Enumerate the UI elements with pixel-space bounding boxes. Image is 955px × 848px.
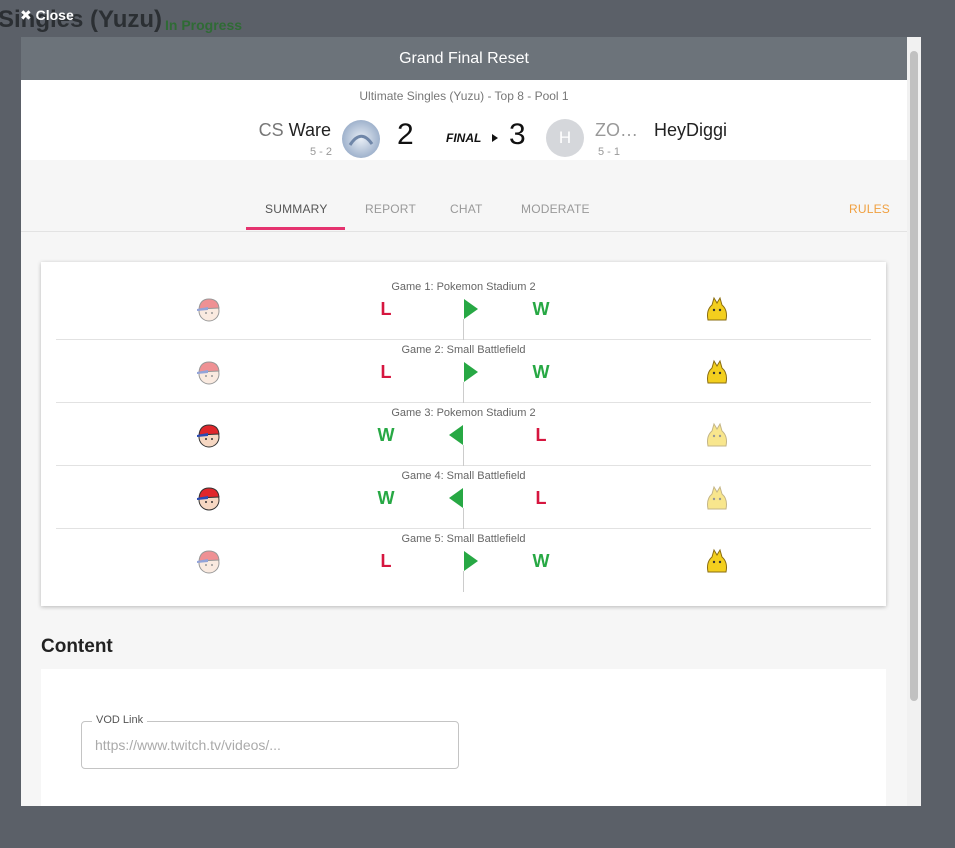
character-icon-right <box>707 548 727 573</box>
divider <box>463 571 464 592</box>
character-icon-left <box>197 487 220 511</box>
game-label: Game 1: Pokemon Stadium 2 <box>391 281 536 293</box>
right-result: W <box>532 299 550 319</box>
modal: Grand Final Reset Ultimate Singles (Yuzu… <box>21 37 921 806</box>
game-row: Game 1: Pokemon Stadium 2 L W <box>56 277 871 340</box>
left-result: W <box>377 488 395 508</box>
tab-bar: SUMMARY REPORT CHAT MODERATE RULES <box>21 160 907 232</box>
player2-score: 3 <box>509 118 526 151</box>
left-result: W <box>377 425 395 445</box>
match-header: Ultimate Singles (Yuzu) - Top 8 - Pool 1… <box>21 80 907 160</box>
divider <box>463 382 464 403</box>
character-icon-left <box>197 424 220 448</box>
player2[interactable]: ZO… HeyDiggi <box>595 120 727 141</box>
tab[interactable]: REPORT <box>365 202 416 216</box>
vod-placeholder: https://www.twitch.tv/videos/... <box>95 737 281 753</box>
character-icon-right <box>707 485 727 510</box>
round: FINAL <box>446 131 482 145</box>
background-status: In Progress <box>165 17 243 33</box>
right-result: L <box>535 488 547 508</box>
right-result: W <box>532 362 550 382</box>
game-label: Game 3: Pokemon Stadium 2 <box>391 407 536 419</box>
vod-label: VOD Link <box>92 714 148 726</box>
player2-name: HeyDiggi <box>654 120 728 140</box>
subtitle: Ultimate Singles (Yuzu) - Top 8 - Pool 1 <box>359 89 569 103</box>
game-winner-arrow <box>464 362 478 382</box>
divider <box>463 319 464 340</box>
player1-score: 2 <box>397 118 414 151</box>
player1-name: Ware <box>288 120 331 140</box>
player2-prefix: ZO… <box>595 120 638 140</box>
right-result: W <box>532 551 550 571</box>
character-icon-left <box>197 550 220 574</box>
player2-record: 5 - 1 <box>598 146 621 158</box>
game-label: Game 2: Small Battlefield <box>401 344 526 356</box>
tab[interactable]: MODERATE <box>521 202 590 216</box>
close-button[interactable]: ✖ Close <box>20 7 74 23</box>
game-winner-arrow <box>464 299 478 319</box>
active-tab-indicator <box>246 227 345 230</box>
divider <box>463 445 464 466</box>
player1-prefix: CS <box>258 120 284 140</box>
background-title: Singles (Yuzu) <box>0 6 163 33</box>
content-heading: Content <box>41 636 113 657</box>
close-label: Close <box>35 7 74 23</box>
game-row: Game 5: Small Battlefield L W <box>56 529 871 592</box>
left-result: L <box>380 551 392 571</box>
game-winner-arrow <box>449 488 463 508</box>
player1-record: 5 - 2 <box>310 146 333 158</box>
games-card: Game 1: Pokemon Stadium 2 L W Game 2: Small… <box>41 262 886 606</box>
game-row: Game 2: Small Battlefield L W <box>56 340 871 403</box>
player2-avatar: H <box>546 119 584 157</box>
game-winner-arrow <box>464 551 478 571</box>
character-icon-right <box>707 296 727 321</box>
game-winner-arrow <box>449 425 463 445</box>
scrollbar[interactable] <box>907 37 921 806</box>
player1-avatar <box>342 120 380 158</box>
vod-input[interactable]: VOD Link https://www.twitch.tv/videos/..… <box>81 714 459 769</box>
player1[interactable]: CS Ware <box>259 120 331 141</box>
modal-title: Grand Final Reset <box>21 37 907 80</box>
game-row: Game 4: Small Battlefield W L <box>56 466 871 529</box>
tab[interactable]: SUMMARY <box>265 202 328 216</box>
character-icon-left <box>197 298 220 322</box>
character-icon-left <box>197 361 220 385</box>
character-icon-right <box>707 359 727 384</box>
tab[interactable]: CHAT <box>450 202 483 216</box>
left-result: L <box>380 299 392 319</box>
game-label: Game 5: Small Battlefield <box>401 533 526 545</box>
winner-arrow <box>492 134 498 142</box>
content-box: VOD Link https://www.twitch.tv/videos/..… <box>41 669 886 806</box>
scroll-thumb[interactable] <box>910 51 918 701</box>
left-result: L <box>380 362 392 382</box>
character-icon-right <box>707 422 727 447</box>
rules-tab[interactable]: RULES <box>849 202 891 216</box>
divider <box>463 508 464 529</box>
game-row: Game 3: Pokemon Stadium 2 W L <box>56 403 871 466</box>
game-label: Game 4: Small Battlefield <box>401 470 526 482</box>
right-result: L <box>535 425 547 445</box>
